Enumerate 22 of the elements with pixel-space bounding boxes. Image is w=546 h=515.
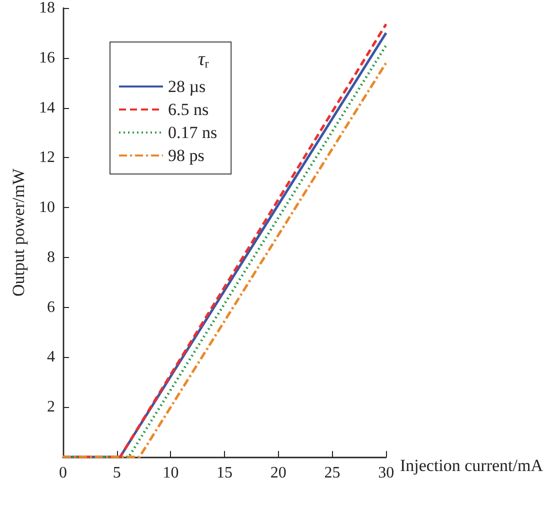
- y-tick-label: 18: [39, 0, 55, 16]
- y-axis-title: Output power/mW: [9, 168, 28, 296]
- x-tick-label: 15: [216, 464, 233, 482]
- legend-label: 28 µs: [168, 77, 206, 96]
- y-tick-label: 16: [39, 49, 55, 66]
- x-tick-label: 0: [59, 464, 67, 482]
- y-tick-label: 2: [47, 398, 55, 416]
- legend-label: 98 ps: [168, 146, 204, 165]
- x-axis-title: Injection current/mA: [400, 456, 544, 475]
- y-tick-label: 12: [39, 149, 55, 166]
- x-tick-label: 25: [324, 464, 340, 482]
- y-tick-label: 6: [47, 298, 55, 316]
- x-tick-label: 20: [270, 464, 286, 482]
- y-tick-label: 8: [47, 248, 55, 266]
- y-tick-label: 4: [47, 348, 55, 366]
- x-tick-label: 30: [378, 464, 394, 482]
- x-tick-label: 10: [162, 464, 179, 482]
- y-tick-label: 10: [39, 199, 55, 216]
- legend-label: 6.5 ns: [168, 100, 209, 119]
- y-tick-label: 14: [39, 99, 55, 116]
- x-tick-label: 5: [112, 464, 121, 482]
- legend-label: 0.17 ns: [168, 123, 218, 142]
